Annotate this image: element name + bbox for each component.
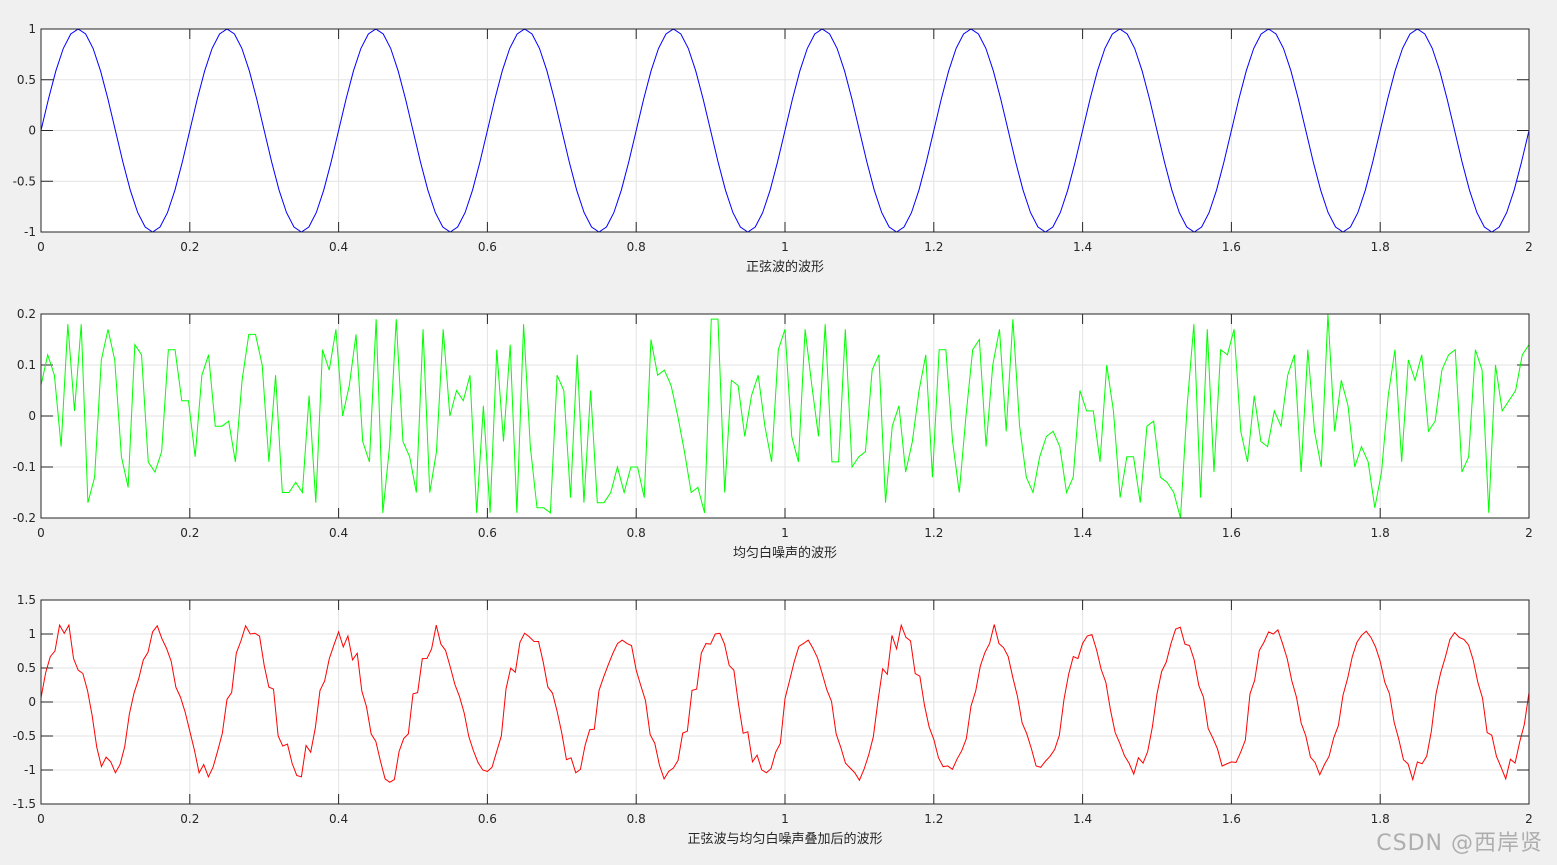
x-tick-label: 1.4 (1073, 812, 1092, 826)
x-tick-label: 1.6 (1222, 812, 1241, 826)
white-noise-line (40, 313, 1530, 519)
subplot-2: 0 0.2 0.4 0.6 0.8 1 1.2 1.4 1.6 1.8 2 -0.2 -0.1 0 0.1 0… (13, 307, 1533, 561)
y-tick-label: 0.5 (17, 661, 36, 675)
x-tick-label: 0.6 (478, 240, 497, 254)
y-tick-label: 1 (28, 627, 36, 641)
y-tick-label: -0.5 (13, 729, 36, 743)
x-tick-label: 1.2 (924, 526, 943, 540)
y-tick-label: -1 (24, 225, 36, 239)
y-tick-label: 1.5 (17, 593, 36, 607)
x-tick-label: 1 (781, 526, 789, 540)
axes-3-grid (41, 600, 1529, 804)
x-tick-label: 0.8 (627, 812, 646, 826)
x-tick-label: 1.6 (1222, 240, 1241, 254)
y-tick-label: 0.5 (17, 73, 36, 87)
x-tick-label: 2 (1525, 812, 1533, 826)
axes-2-frame (40, 313, 1530, 519)
y-tick-label: -1.5 (13, 797, 36, 811)
y-tick-label: -1 (24, 763, 36, 777)
x-tick-label: 1.8 (1371, 812, 1390, 826)
y-tick-label: 0.1 (17, 358, 36, 372)
subplot-1: 0 0.2 0.4 0.6 0.8 1 1.2 1.4 1.6 1.8 2 -1 -0.5 0 0.5 1 正… (13, 22, 1533, 275)
x-tick-label: 0 (37, 240, 45, 254)
x-tick-label: 0.4 (329, 812, 348, 826)
x-tick-label: 0.4 (329, 526, 348, 540)
x-tick-label: 0 (37, 812, 45, 826)
axes-1-frame (40, 28, 1530, 233)
combined-wave-line (40, 623, 1530, 783)
y-tick-label: 0 (28, 124, 36, 138)
y-tick-label: -0.5 (13, 174, 36, 188)
x-tick-label: 1.4 (1073, 240, 1092, 254)
y-tick-label: 0 (28, 409, 36, 423)
x-tick-label: 0.8 (627, 526, 646, 540)
x-tick-label: 0.4 (329, 240, 348, 254)
x-tick-label: 2 (1525, 526, 1533, 540)
x-tick-label: 1.8 (1371, 526, 1390, 540)
x-tick-label: 1 (781, 240, 789, 254)
x-tick-label: 2 (1525, 240, 1533, 254)
x-tick-label: 0.8 (627, 240, 646, 254)
x-tick-label: 1.6 (1222, 526, 1241, 540)
subplot-3: 0 0.2 0.4 0.6 0.8 1 1.2 1.4 1.6 1.8 2 -1.5 -1 -0.5 0 0.… (13, 593, 1533, 847)
axes-3-frame (40, 599, 1530, 805)
watermark-text: CSDN @西岸贤 (1376, 831, 1543, 856)
y-tick-label: -0.2 (13, 511, 36, 525)
x-tick-label: 0.2 (180, 240, 199, 254)
x-tick-label: 1.8 (1371, 240, 1390, 254)
x-tick-label: 0.6 (478, 526, 497, 540)
y-tick-label: 0 (28, 695, 36, 709)
x-tick-label: 0.2 (180, 526, 199, 540)
x-tick-label: 1 (781, 812, 789, 826)
x-tick-label: 1.2 (924, 812, 943, 826)
x-tick-label: 0.6 (478, 812, 497, 826)
y-tick-label: 0.2 (17, 307, 36, 321)
x-tick-label: 0 (37, 526, 45, 540)
axes-2-grid (41, 314, 1529, 518)
x-tick-label: 0.2 (180, 812, 199, 826)
x-tick-label: 1.4 (1073, 526, 1092, 540)
sine-wave-line (40, 28, 1530, 233)
y-tick-label: -0.1 (13, 460, 36, 474)
axes-1-xlabel: 正弦波的波形 (746, 259, 824, 275)
y-tick-label: 1 (28, 22, 36, 36)
axes-1-ticks: 0 0.2 0.4 0.6 0.8 1 1.2 1.4 1.6 1.8 2 -1 -0.5 0 0.5 1 (13, 22, 1533, 254)
axes-2-xlabel: 均匀白噪声的波形 (733, 545, 837, 561)
axes-3-xlabel: 正弦波与均匀白噪声叠加后的波形 (687, 831, 882, 847)
x-tick-label: 1.2 (924, 240, 943, 254)
